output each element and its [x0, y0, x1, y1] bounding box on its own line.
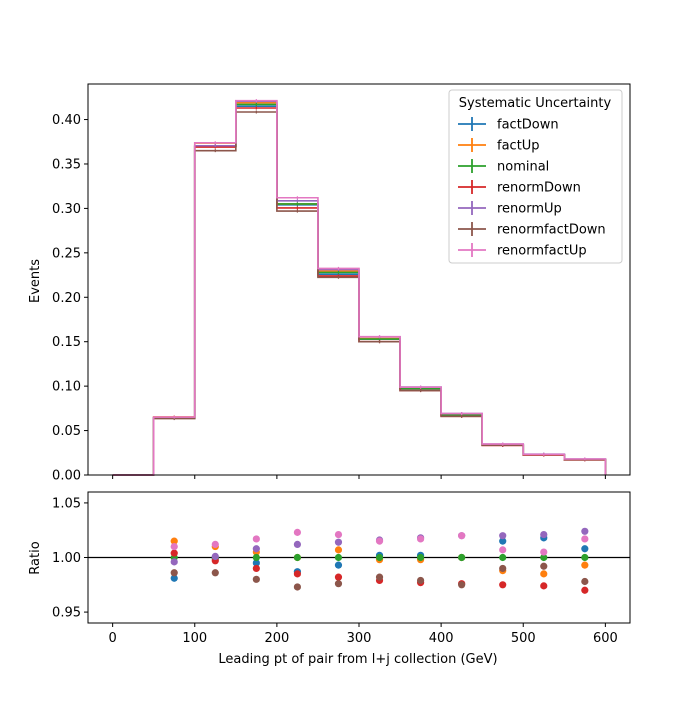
ratio-point-renormDown — [581, 586, 589, 594]
top-y-tick-label: 0.30 — [52, 202, 81, 217]
ratio-point-renormDown — [540, 582, 548, 590]
ratio-point-renormfactDown — [540, 562, 548, 570]
bottom-y-axis: 0.95 1.00 1.05 — [52, 496, 88, 621]
ratio-point-factUp — [540, 570, 548, 578]
ratio-point-factUp — [581, 561, 589, 569]
ratio-point-renormfactUp — [211, 540, 219, 549]
legend-label-nominal: nominal — [497, 160, 549, 175]
ratio-point-renormfactDown — [170, 569, 178, 577]
ratio-point-renormDown — [293, 570, 302, 578]
ratio-point-renormfactDown — [499, 564, 507, 573]
bottom-y-tick-label: 0.95 — [52, 606, 81, 621]
top-series-group — [112, 99, 607, 476]
ratio-point-nominal — [334, 553, 343, 562]
ratio-point-nominal — [499, 553, 507, 562]
legend-label-factDown: factDown — [497, 118, 559, 133]
bottom-y-tick-label: 1.00 — [52, 551, 81, 566]
top-x-ticks — [112, 475, 606, 479]
ratio-point-renormfactUp — [293, 528, 302, 536]
ratio-point-renormDown — [499, 581, 507, 589]
top-y-tick-label: 0.05 — [52, 424, 81, 439]
ratio-point-factDown — [499, 537, 507, 545]
top-y-tick-label: 0.15 — [52, 335, 81, 350]
ratio-point-renormfactDown — [416, 576, 425, 585]
legend-label-factUp: factUp — [497, 139, 540, 154]
ratio-point-nominal — [581, 553, 589, 562]
legend-items: factDown factUp nominal renormDown renormUp r… — [458, 117, 606, 259]
legend-label-renormfactDown: renormfactDown — [497, 223, 606, 238]
bottom-y-tick-label: 1.05 — [52, 496, 81, 511]
ratio-point-renormUp — [252, 545, 260, 553]
legend-title: Systematic Uncertainty — [459, 96, 612, 111]
ratio-point-renormfactDown — [334, 580, 343, 588]
ratio-point-renormUp — [499, 532, 507, 540]
ratio-point-factUp — [334, 546, 343, 554]
bottom-x-tick-label: 100 — [182, 631, 207, 646]
top-y-axis-title: Events — [28, 259, 43, 303]
top-y-tick-label: 0.20 — [52, 291, 81, 306]
ratio-point-nominal — [293, 553, 302, 562]
bottom-x-tick-label: 400 — [429, 631, 454, 646]
bottom-x-tick-label: 500 — [511, 631, 536, 646]
legend-box — [448, 89, 623, 264]
ratio-point-renormUp — [334, 538, 343, 546]
bottom-x-tick-label: 0 — [108, 631, 116, 646]
top-panel: 0.00 0.05 0.10 0.15 0.20 0.25 0.30 0.35 0.40 Eve… — [28, 83, 631, 484]
ratio-point-renormUp — [211, 552, 219, 561]
ratio-point-factDown — [170, 574, 178, 582]
bottom-x-axis: 0 100 200 300 400 500 600 — [108, 623, 618, 646]
ratio-point-renormfactUp — [499, 546, 507, 554]
ratio-point-renormUp — [540, 530, 548, 539]
histogram-line-renormfactUp — [112, 99, 607, 476]
bottom-panel: 0.95 1.00 1.05 0 100 200 300 400 500 600 Ratio L… — [28, 491, 631, 667]
ratio-point-renormDown — [252, 564, 260, 573]
ratio-point-renormfactDown — [293, 583, 302, 591]
ratio-point-renormfactUp — [334, 530, 343, 539]
ratio-point-nominal — [458, 553, 466, 562]
ratio-point-renormfactUp — [581, 535, 589, 543]
top-y-axis: 0.00 0.05 0.10 0.15 0.20 0.25 0.30 0.35 0.40 — [52, 113, 88, 484]
ratio-point-renormfactDown — [375, 573, 384, 581]
bottom-series-group — [88, 527, 630, 594]
top-y-tick-label: 0.00 — [52, 469, 81, 484]
ratio-point-renormfactDown — [211, 569, 219, 577]
ratio-point-factDown — [581, 545, 589, 553]
x-axis-title: Leading pt of pair from l+j collection (… — [218, 652, 497, 667]
bottom-x-tick-label: 300 — [347, 631, 372, 646]
ratio-point-factDown — [252, 559, 260, 567]
ratio-point-factUp — [170, 537, 178, 545]
ratio-point-renormfactUp — [458, 532, 466, 540]
legend: Systematic Uncertainty factDown factUp nom… — [448, 89, 623, 264]
ratio-point-renormfactUp — [170, 542, 178, 551]
ratio-point-renormfactUp — [416, 535, 425, 543]
ratio-point-renormfactDown — [458, 581, 466, 589]
ratio-point-renormfactUp — [375, 537, 384, 545]
top-y-tick-label: 0.35 — [52, 157, 81, 172]
legend-label-renormUp: renormUp — [497, 202, 562, 217]
ratio-point-renormfactUp — [252, 535, 260, 543]
ratio-point-renormfactDown — [581, 577, 589, 586]
legend-label-renormfactUp: renormfactUp — [497, 244, 587, 259]
bottom-x-tick-label: 200 — [264, 631, 289, 646]
top-y-tick-label: 0.40 — [52, 113, 81, 128]
ratio-point-nominal — [540, 553, 548, 562]
ratio-point-nominal — [252, 553, 260, 562]
top-y-tick-label: 0.10 — [52, 380, 81, 395]
ratio-point-nominal — [375, 553, 384, 562]
legend-label-renormDown: renormDown — [497, 181, 581, 196]
bottom-y-axis-title: Ratio — [28, 541, 43, 574]
ratio-point-nominal — [416, 553, 425, 562]
ratio-point-renormDown — [334, 573, 343, 581]
ratio-point-renormUp — [581, 527, 589, 535]
bottom-x-tick-label: 600 — [593, 631, 618, 646]
ratio-point-renormfactUp — [540, 548, 548, 556]
ratio-point-renormUp — [293, 540, 302, 549]
ratio-point-renormfactDown — [252, 575, 260, 583]
ratio-point-factDown — [334, 561, 343, 569]
ratio-point-renormDown — [170, 549, 178, 557]
top-y-tick-label: 0.25 — [52, 246, 81, 261]
ratio-point-renormUp — [170, 558, 178, 566]
